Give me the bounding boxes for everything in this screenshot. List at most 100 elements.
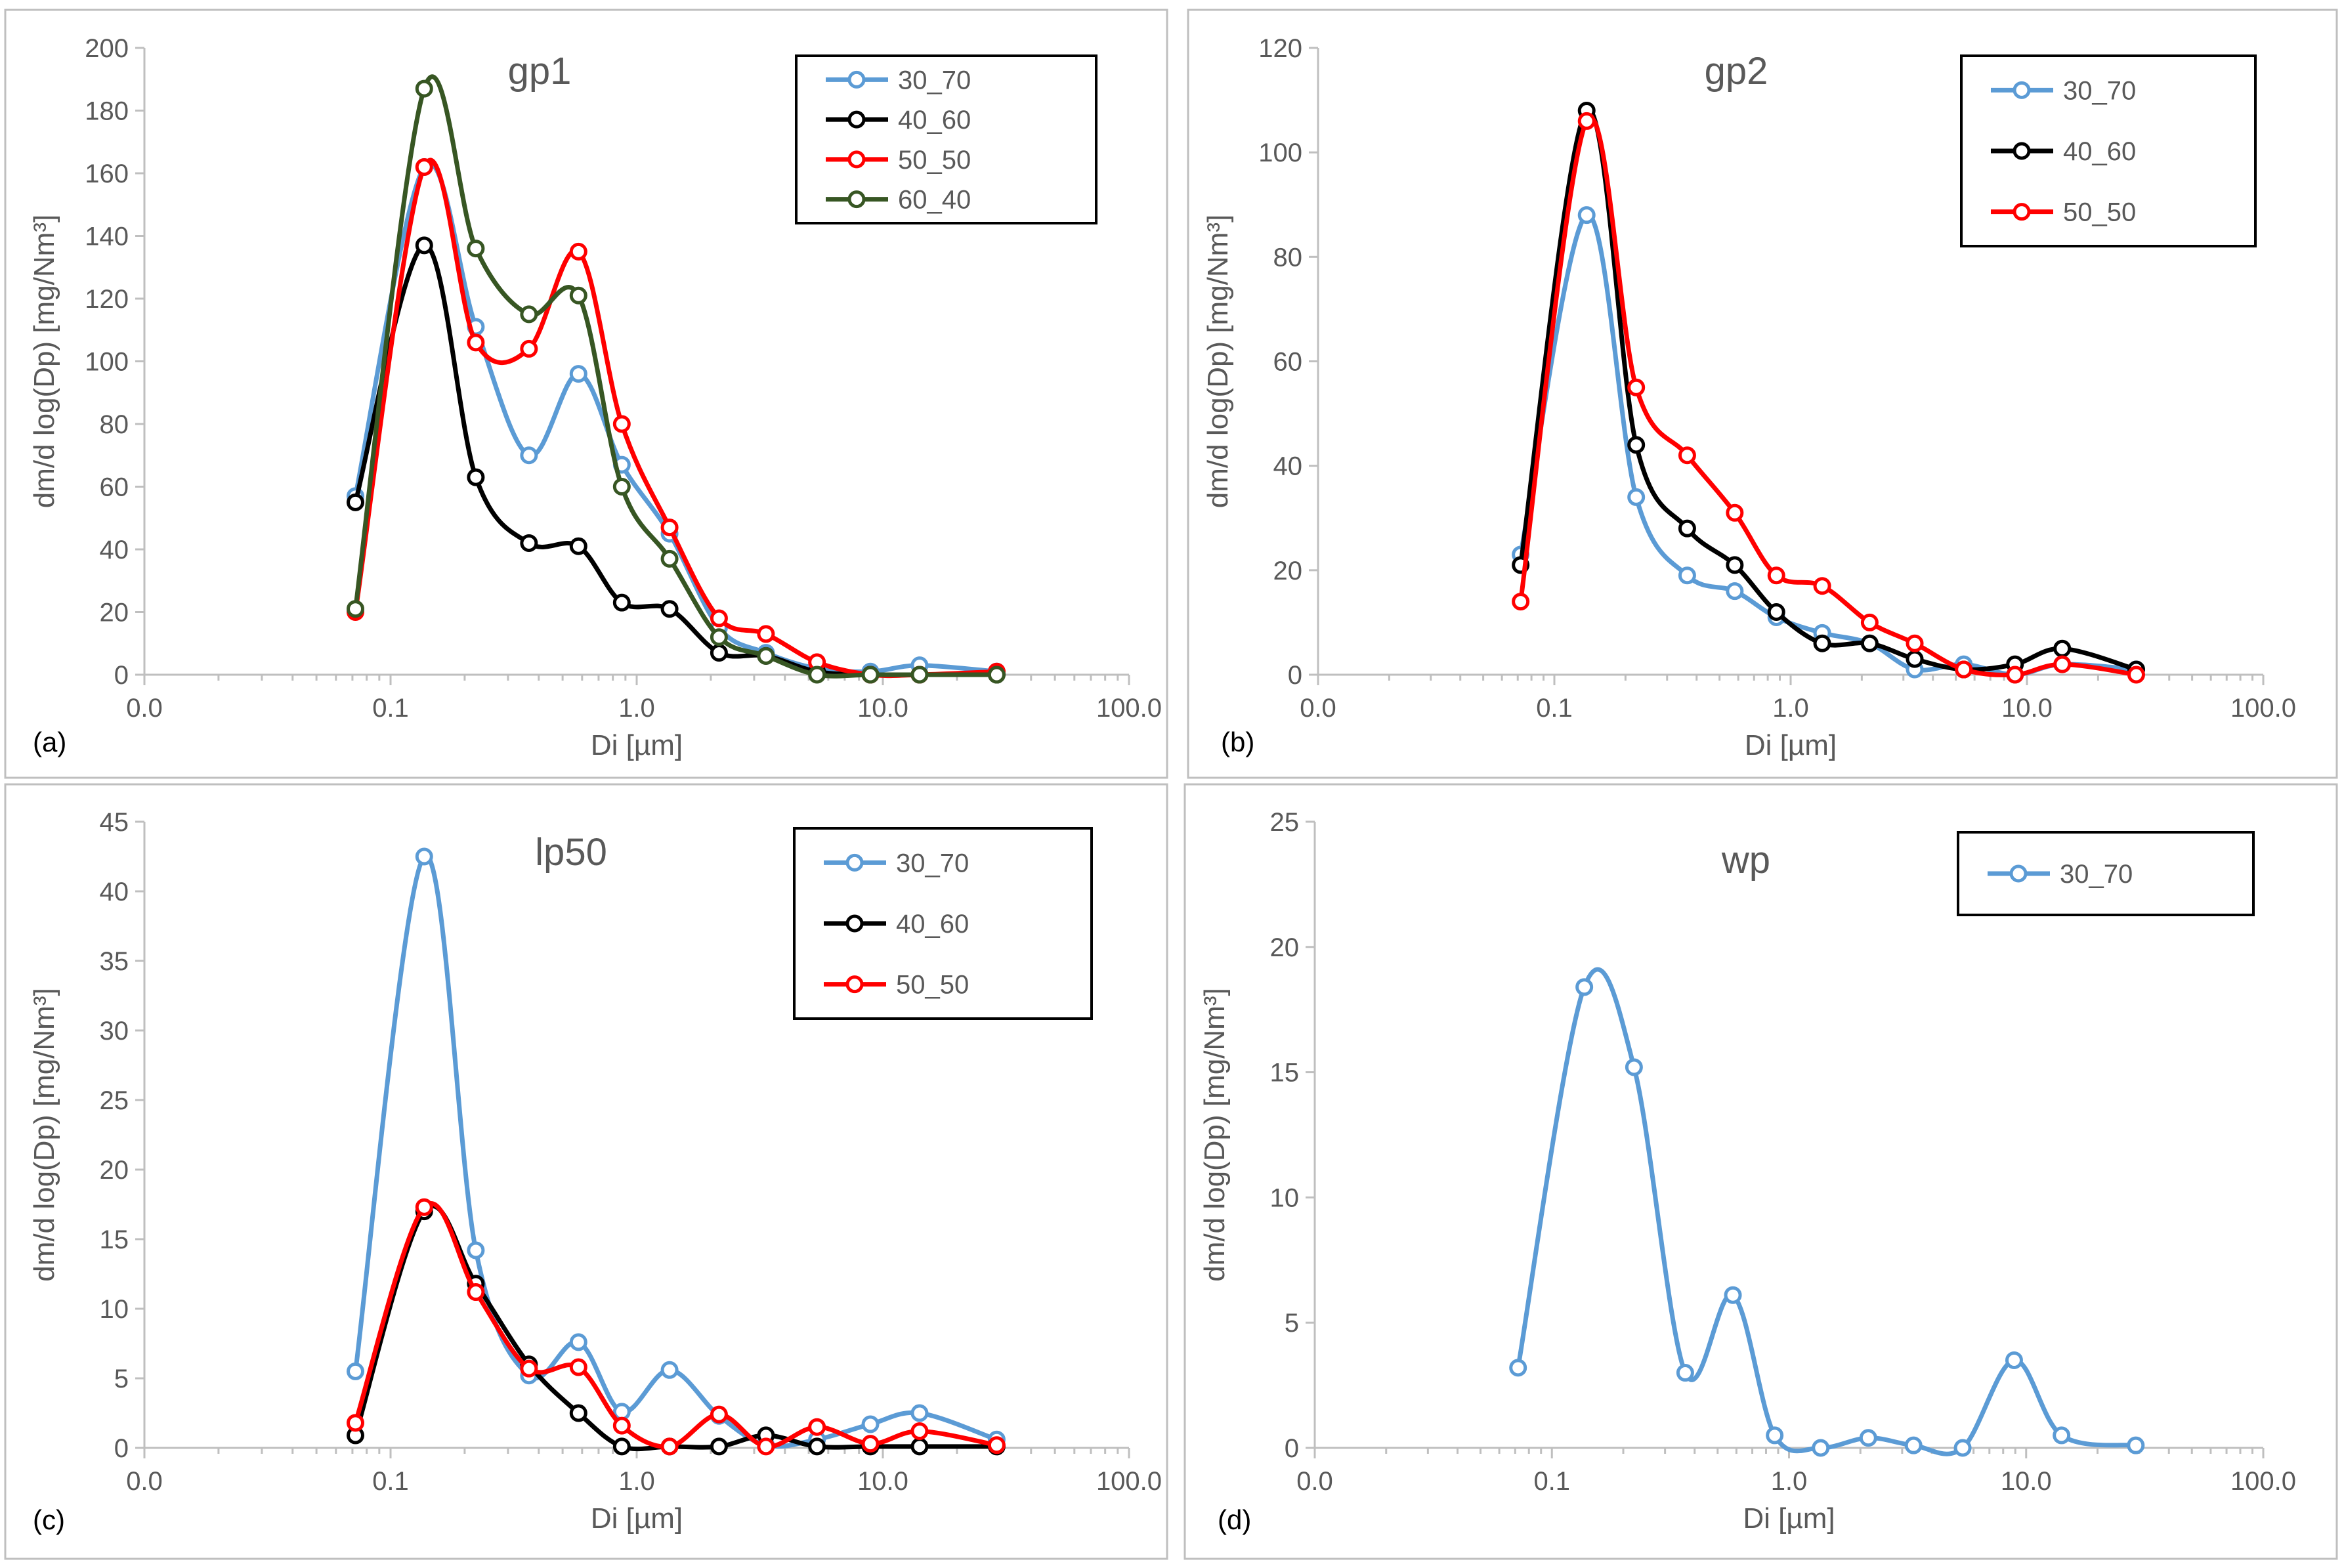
- y-axis-title: dm/d log(Dp) [mg/Nm³]: [28, 988, 60, 1281]
- data-point: [1813, 577, 1831, 595]
- y-tick-label: 15: [100, 1225, 129, 1254]
- y-tick-label: 5: [1285, 1309, 1299, 1338]
- data-point: [415, 1198, 433, 1216]
- series-30_70: [1509, 967, 2145, 1457]
- series-50_50: [346, 1198, 1006, 1456]
- data-point: [1812, 1439, 1830, 1457]
- data-point: [1955, 660, 1973, 679]
- y-tick-label: 0: [1285, 1434, 1299, 1463]
- chart-panel-2: 0 20 40 60 80 100 120 0.0 0.1 1.0 10.0 100.0 Di [µm]…: [1187, 9, 2338, 779]
- chart-title: gp1: [508, 50, 572, 93]
- data-point: [710, 1405, 728, 1424]
- data-point: [467, 333, 485, 352]
- data-point: [1577, 206, 1596, 224]
- panel-label: (c): [33, 1504, 65, 1535]
- data-point: [1906, 650, 1924, 668]
- data-point: [1906, 634, 1924, 652]
- chart-panel-1: 0 20 40 60 80 100 120 140 160 180 200 0.0 0.1 1.0 10.0…: [4, 9, 1168, 779]
- x-tick-label: 0.1: [372, 1467, 409, 1496]
- data-point: [1678, 446, 1696, 465]
- y-tick-label: 0: [114, 1434, 129, 1463]
- data-point: [1767, 566, 1785, 585]
- data-point: [710, 628, 728, 646]
- chart-title: lp50: [535, 831, 607, 874]
- data-point: [1627, 488, 1646, 506]
- data-point: [2053, 655, 2072, 673]
- panel-label: (a): [33, 727, 66, 757]
- legend-swatch-marker: [2013, 203, 2031, 221]
- data-point: [2006, 666, 2024, 684]
- legend-label: 40_60: [2063, 137, 2136, 166]
- y-tick-label: 45: [100, 808, 129, 837]
- data-point: [757, 646, 775, 665]
- legend-swatch-marker: [847, 150, 866, 169]
- legend-label: 60_40: [898, 186, 971, 215]
- legend-item: 40_60: [824, 910, 969, 939]
- data-point: [1726, 556, 1744, 574]
- legend-swatch-marker: [2013, 142, 2031, 160]
- data-point: [710, 644, 728, 662]
- y-tick-label: 20: [1273, 557, 1303, 585]
- legend-label: 30_70: [2063, 76, 2136, 105]
- data-point: [910, 1437, 929, 1456]
- legend-swatch-marker: [2009, 864, 2028, 883]
- data-point: [1860, 634, 1879, 652]
- legend-label: 50_50: [896, 971, 969, 1000]
- y-tick-label: 80: [1273, 243, 1303, 272]
- data-point: [569, 537, 587, 555]
- data-point: [1813, 634, 1831, 652]
- data-point: [987, 666, 1006, 684]
- legend-item: 30_70: [826, 66, 971, 95]
- chart-panel-3: 0 5 10 15 20 25 30 35 40 45 0.0 0.1 1.0 10.0 100.0 Di […: [4, 783, 1168, 1560]
- y-tick-label: 40: [1273, 452, 1303, 481]
- y-tick-label: 20: [1270, 933, 1300, 962]
- data-point: [1577, 112, 1596, 130]
- panel-label: (b): [1221, 727, 1254, 757]
- x-tick-label: 1.0: [618, 1467, 655, 1496]
- series-60_40: [346, 74, 1006, 684]
- legend-swatch-marker: [847, 190, 866, 209]
- legend-item: 40_60: [1991, 137, 2136, 166]
- data-point: [467, 1283, 485, 1302]
- data-point: [346, 1414, 364, 1432]
- legend-item: 50_50: [826, 146, 971, 175]
- legend-swatch-marker: [845, 853, 864, 872]
- y-tick-label: 100: [1258, 138, 1302, 167]
- x-tick-label: 0.0: [1296, 1467, 1333, 1496]
- data-point: [569, 242, 587, 261]
- data-point: [520, 305, 538, 324]
- data-point: [415, 158, 433, 176]
- y-tick-label: 30: [100, 1017, 129, 1046]
- data-point: [1953, 1439, 1972, 1457]
- data-point: [569, 1333, 587, 1351]
- data-point: [2127, 666, 2145, 684]
- x-tick-label: 1.0: [1771, 1467, 1808, 1496]
- data-point: [1627, 436, 1646, 454]
- data-point: [2127, 1436, 2145, 1454]
- x-tick-label: 0.1: [372, 694, 409, 723]
- data-point: [710, 1437, 728, 1456]
- legend: 30_70 40_60 50_50: [1960, 54, 2257, 247]
- x-axis-title: Di [µm]: [591, 729, 683, 761]
- y-tick-label: 25: [100, 1086, 129, 1115]
- data-point: [569, 365, 587, 383]
- data-point: [2053, 639, 2072, 658]
- x-axis-title: Di [µm]: [1745, 729, 1837, 761]
- data-point: [1678, 566, 1696, 585]
- data-point: [1767, 603, 1785, 621]
- data-point: [987, 1436, 1006, 1454]
- y-tick-label: 120: [85, 285, 129, 314]
- x-tick-label: 100.0: [2230, 694, 2296, 723]
- data-point: [520, 1359, 538, 1378]
- y-tick-label: 5: [114, 1365, 129, 1393]
- data-point: [1726, 503, 1744, 522]
- legend: 30_70: [1957, 831, 2255, 916]
- y-tick-label: 20: [100, 1156, 129, 1185]
- data-point: [1766, 1426, 1784, 1445]
- chart-title: wp: [1721, 839, 1770, 881]
- data-point: [1509, 1359, 1527, 1377]
- x-tick-label: 10.0: [857, 1467, 908, 1496]
- data-point: [467, 468, 485, 486]
- chart-panel-4: 0 5 10 15 20 25 0.0 0.1 1.0 10.0 100.0 Di [µm] dm/d …: [1183, 783, 2338, 1560]
- data-point: [1676, 1364, 1694, 1382]
